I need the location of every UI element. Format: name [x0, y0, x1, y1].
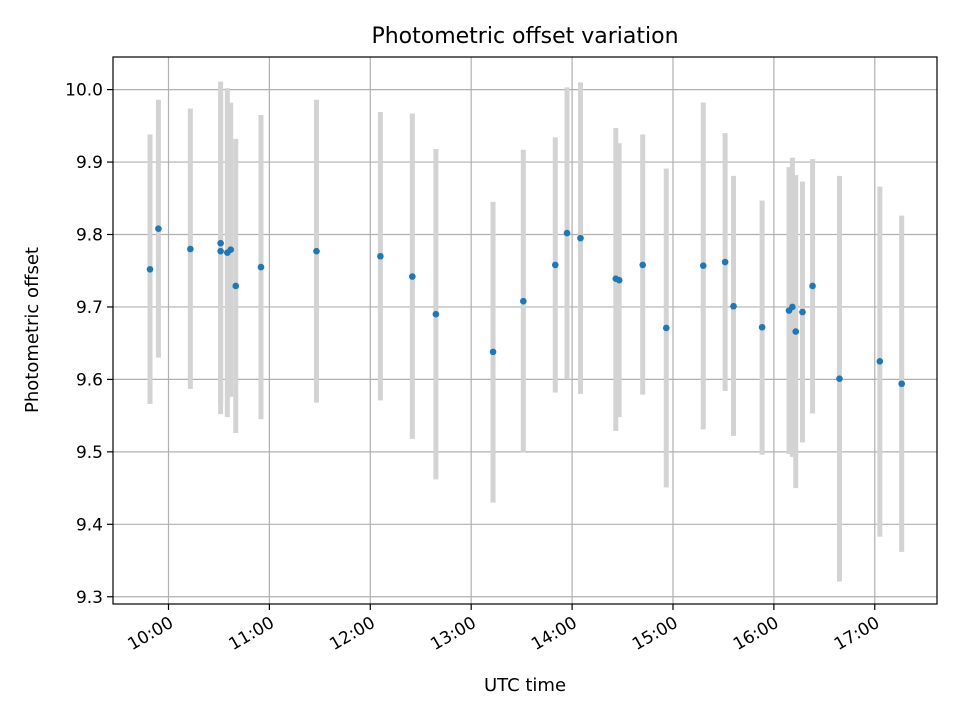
data-point	[662, 324, 670, 332]
x-tick-label: 15:00	[629, 613, 681, 655]
data-point	[432, 310, 440, 318]
data-point	[217, 239, 224, 247]
x-tick-label: 17:00	[831, 613, 883, 655]
data-point	[721, 258, 729, 266]
y-tick-label: 9.8	[76, 226, 103, 246]
data-point	[836, 375, 843, 382]
y-tick-label: 9.9	[76, 153, 103, 173]
y-tick-label: 9.6	[76, 370, 103, 390]
data-point	[615, 276, 623, 284]
data-point	[699, 262, 707, 269]
x-tick-label: 14:00	[528, 613, 580, 655]
data-point	[217, 247, 224, 255]
x-tick-label: 16:00	[730, 613, 782, 655]
data-point	[758, 323, 766, 331]
y-tick-label: 9.7	[76, 298, 103, 318]
data-point	[520, 297, 527, 305]
x-tick-label: 13:00	[427, 613, 479, 655]
data-point	[730, 302, 737, 310]
data-point	[876, 357, 884, 365]
y-tick-label: 9.3	[76, 588, 103, 608]
data-point	[563, 229, 571, 237]
data-point	[789, 303, 796, 311]
data-point	[257, 263, 265, 271]
data-point	[799, 308, 806, 316]
chart-title: Photometric offset variation	[371, 24, 678, 49]
data-point	[187, 245, 194, 253]
data-point	[377, 252, 384, 260]
y-tick-label: 9.5	[76, 443, 103, 463]
y-axis-label: Photometric offset	[22, 247, 43, 413]
axis-ticks: 10:00 11:00 12:00 13:00 14:00 15:00 16:00 17:00…	[65, 81, 883, 655]
data-points	[146, 225, 905, 388]
data-point	[489, 348, 497, 356]
data-point	[551, 261, 559, 269]
plot-frame	[112, 56, 938, 605]
x-tick-label: 12:00	[326, 613, 378, 655]
data-point	[146, 265, 154, 273]
x-axis-label: UTC time	[484, 675, 566, 696]
data-point	[898, 380, 905, 388]
data-point	[809, 282, 816, 290]
data-point	[313, 247, 320, 255]
error-bars	[147, 81, 905, 582]
x-tick-label: 11:00	[225, 613, 277, 655]
data-point	[409, 273, 416, 280]
data-point	[792, 328, 800, 335]
x-tick-label: 10:00	[125, 613, 177, 655]
data-point	[639, 261, 647, 269]
data-point	[227, 246, 235, 254]
data-point	[232, 282, 240, 290]
data-point	[155, 225, 162, 233]
data-point	[577, 234, 584, 242]
y-tick-label: 10.0	[65, 81, 103, 101]
y-tick-label: 9.4	[76, 515, 103, 535]
